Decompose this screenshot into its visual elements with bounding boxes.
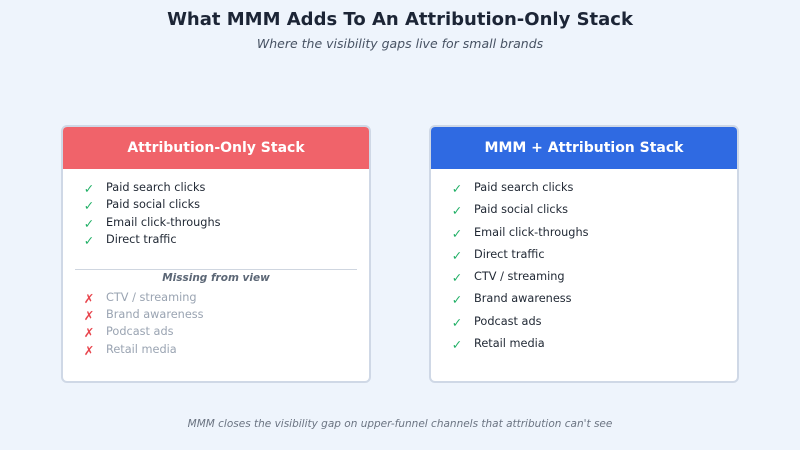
list-item-label: Retail media xyxy=(474,337,545,351)
list-item-label: Paid search clicks xyxy=(474,181,574,194)
list-item-label: CTV / streaming xyxy=(106,290,197,304)
check-icon: ✓ xyxy=(83,215,95,231)
check-icon: ✓ xyxy=(451,314,463,330)
section-divider xyxy=(75,268,357,270)
missing-from-view-label: Missing from view xyxy=(162,271,270,284)
list-item-label: Retail media xyxy=(106,342,177,356)
cross-icon: ✗ xyxy=(83,290,95,306)
list-item: ✓ Paid social clicks xyxy=(63,198,369,215)
list-item-label: Paid social clicks xyxy=(474,203,569,217)
page-title: What MMM Adds To An Attribution-Only Sta… xyxy=(167,9,633,30)
list-item: ✓ Direct traffic xyxy=(63,233,369,250)
check-icon: ✓ xyxy=(451,292,463,308)
list-item: ✓ Email click-throughs xyxy=(63,216,369,233)
check-icon: ✓ xyxy=(451,337,463,353)
list-item: ✗ Retail media xyxy=(63,343,369,360)
list-item: ✓ Podcast ads xyxy=(431,315,737,337)
list-item-label: CTV / streaming xyxy=(474,270,565,284)
footer-note: MMM closes the visibility gap on upper-f… xyxy=(187,418,613,430)
list-item: ✓ Retail media xyxy=(431,337,737,359)
list-item-label: Direct traffic xyxy=(106,233,177,247)
check-icon: ✓ xyxy=(83,233,95,249)
list-item: ✓ CTV / streaming xyxy=(431,270,737,292)
list-item: ✓ Paid search clicks xyxy=(63,181,369,198)
list-item: ✓ Paid search clicks xyxy=(431,181,737,203)
check-icon: ✓ xyxy=(451,270,463,286)
mmm-attribution-card: MMM + Attribution Stack ✓ Paid search cli… xyxy=(429,125,739,383)
list-item: ✗ Podcast ads xyxy=(63,325,369,342)
check-icon: ✓ xyxy=(451,247,463,263)
list-item: ✗ Brand awareness xyxy=(63,308,369,325)
page-subtitle: Where the visibility gaps live for small… xyxy=(256,36,544,51)
check-icon: ✓ xyxy=(451,181,463,196)
check-icon: ✓ xyxy=(83,198,95,214)
list-item-label: Email click-throughs xyxy=(106,215,221,229)
list-item-label: Email click-throughs xyxy=(474,225,589,239)
check-icon: ✓ xyxy=(451,225,463,241)
attribution-only-header: Attribution-Only Stack xyxy=(63,127,369,169)
list-item: ✓ Email click-throughs xyxy=(431,226,737,248)
list-item-label: Direct traffic xyxy=(474,247,545,261)
cross-icon: ✗ xyxy=(83,342,95,358)
list-item-label: Paid search clicks xyxy=(106,181,206,194)
mmm-attribution-header: MMM + Attribution Stack xyxy=(431,127,737,169)
check-icon: ✓ xyxy=(451,203,463,219)
list-item: ✓ Brand awareness xyxy=(431,292,737,314)
list-item-label: Podcast ads xyxy=(106,325,174,339)
list-item-label: Paid social clicks xyxy=(106,198,201,212)
list-item: ✗ CTV / streaming xyxy=(63,291,369,308)
cross-icon: ✗ xyxy=(83,325,95,341)
list-item-label: Brand awareness xyxy=(474,292,572,306)
list-item: ✓ Paid social clicks xyxy=(431,203,737,225)
check-icon: ✓ xyxy=(83,181,95,196)
list-item-label: Brand awareness xyxy=(106,307,204,321)
list-item: ✓ Direct traffic xyxy=(431,248,737,270)
cross-icon: ✗ xyxy=(83,307,95,323)
list-item-label: Podcast ads xyxy=(474,314,542,328)
attribution-only-card: Attribution-Only Stack ✓ Paid search clic… xyxy=(61,125,371,383)
